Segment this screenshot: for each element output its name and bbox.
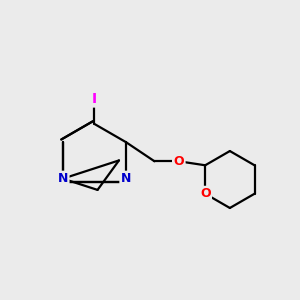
Text: I: I (92, 92, 97, 106)
Text: O: O (200, 187, 211, 200)
Text: N: N (121, 172, 131, 185)
Text: N: N (58, 172, 68, 185)
Text: O: O (173, 155, 184, 168)
